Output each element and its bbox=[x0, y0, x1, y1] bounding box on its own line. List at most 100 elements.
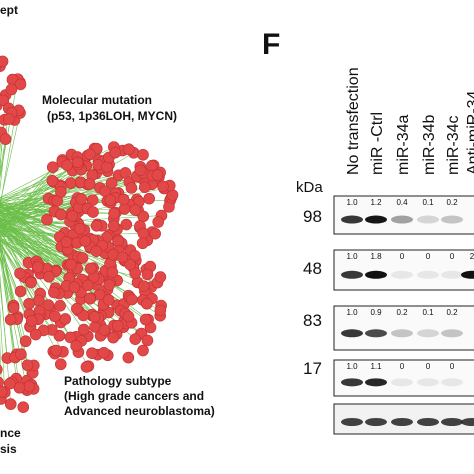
mw-marker: 98 bbox=[303, 207, 322, 226]
band bbox=[341, 329, 363, 338]
node bbox=[108, 220, 120, 232]
node bbox=[14, 267, 26, 280]
band-quantity: 1.0 bbox=[346, 198, 358, 207]
node bbox=[66, 210, 79, 222]
band-quantity: 0.1 bbox=[422, 308, 434, 317]
node bbox=[129, 204, 142, 216]
cluster-label: Pathology subtype bbox=[64, 374, 172, 388]
edge bbox=[0, 132, 2, 155]
node bbox=[154, 271, 167, 283]
cluster-label: (p53, 1p36LOH, MYCN) bbox=[47, 109, 177, 123]
node bbox=[41, 213, 53, 226]
node bbox=[112, 320, 124, 332]
node bbox=[99, 185, 111, 197]
band bbox=[341, 215, 363, 224]
band bbox=[365, 329, 387, 338]
mw-marker: 83 bbox=[303, 311, 322, 330]
band-quantity: 0.4 bbox=[396, 198, 408, 207]
node bbox=[129, 333, 142, 345]
cluster-label: nce bbox=[0, 426, 21, 440]
node bbox=[14, 285, 27, 298]
band bbox=[461, 270, 474, 279]
node bbox=[105, 177, 118, 189]
edge bbox=[0, 112, 12, 180]
band-quantity: 2 bbox=[470, 252, 474, 261]
edge bbox=[0, 112, 21, 206]
node bbox=[86, 194, 99, 206]
lane-label: No transfection bbox=[345, 67, 362, 175]
node bbox=[23, 380, 35, 393]
node bbox=[98, 346, 110, 359]
edge bbox=[0, 255, 16, 358]
lane-label: Anti-miR-34 bbox=[465, 90, 474, 175]
node bbox=[117, 193, 130, 206]
node bbox=[7, 302, 20, 314]
node bbox=[48, 286, 60, 299]
lane-label: miR -Ctrl bbox=[369, 112, 386, 175]
node bbox=[42, 299, 55, 311]
node bbox=[25, 276, 37, 289]
node bbox=[55, 186, 67, 198]
panel-letter: F bbox=[262, 28, 280, 61]
node bbox=[21, 359, 34, 372]
band bbox=[341, 418, 363, 426]
node bbox=[141, 334, 154, 347]
node bbox=[85, 262, 97, 275]
node bbox=[86, 347, 98, 359]
band bbox=[341, 378, 363, 387]
node bbox=[76, 252, 89, 264]
node bbox=[104, 194, 117, 206]
node bbox=[90, 220, 103, 232]
node bbox=[82, 279, 94, 292]
node bbox=[32, 294, 45, 307]
band-quantity: 1.0 bbox=[346, 308, 358, 317]
edge bbox=[0, 234, 62, 247]
node bbox=[60, 236, 73, 248]
node bbox=[137, 227, 150, 240]
node bbox=[0, 364, 3, 375]
lane-label: miR-34c bbox=[445, 115, 462, 175]
band-quantity: 1.0 bbox=[346, 362, 358, 371]
node bbox=[75, 193, 88, 205]
node bbox=[50, 344, 62, 357]
node bbox=[98, 324, 111, 336]
band-quantity: 0.9 bbox=[370, 308, 382, 317]
node bbox=[4, 398, 17, 410]
band-quantity: 1.1 bbox=[370, 362, 382, 371]
edge bbox=[0, 272, 12, 405]
node bbox=[43, 270, 55, 283]
node bbox=[141, 297, 153, 310]
node bbox=[138, 181, 151, 193]
band bbox=[391, 378, 413, 387]
mw-marker: 48 bbox=[303, 259, 322, 278]
edge bbox=[0, 338, 2, 392]
node bbox=[134, 164, 147, 177]
node bbox=[116, 251, 129, 264]
band bbox=[417, 329, 439, 338]
node bbox=[46, 174, 59, 187]
band-quantity: 0 bbox=[450, 252, 455, 261]
node bbox=[59, 313, 72, 325]
panel-header: ept bbox=[0, 3, 18, 17]
node bbox=[125, 182, 138, 194]
node bbox=[3, 113, 15, 125]
node bbox=[109, 146, 121, 159]
edge bbox=[0, 213, 75, 288]
mw-marker: 17 bbox=[303, 359, 322, 378]
band bbox=[441, 270, 463, 279]
band bbox=[441, 418, 463, 426]
band bbox=[441, 215, 463, 224]
node bbox=[122, 351, 135, 364]
node bbox=[141, 268, 154, 281]
node bbox=[103, 279, 115, 291]
node bbox=[102, 294, 115, 306]
node bbox=[152, 216, 165, 228]
edge bbox=[0, 219, 25, 278]
node bbox=[124, 258, 136, 271]
node bbox=[137, 149, 149, 161]
band bbox=[365, 418, 387, 426]
cluster-label: Advanced neuroblastoma) bbox=[64, 404, 215, 418]
band-quantity: 0 bbox=[426, 252, 431, 261]
band bbox=[341, 270, 363, 279]
